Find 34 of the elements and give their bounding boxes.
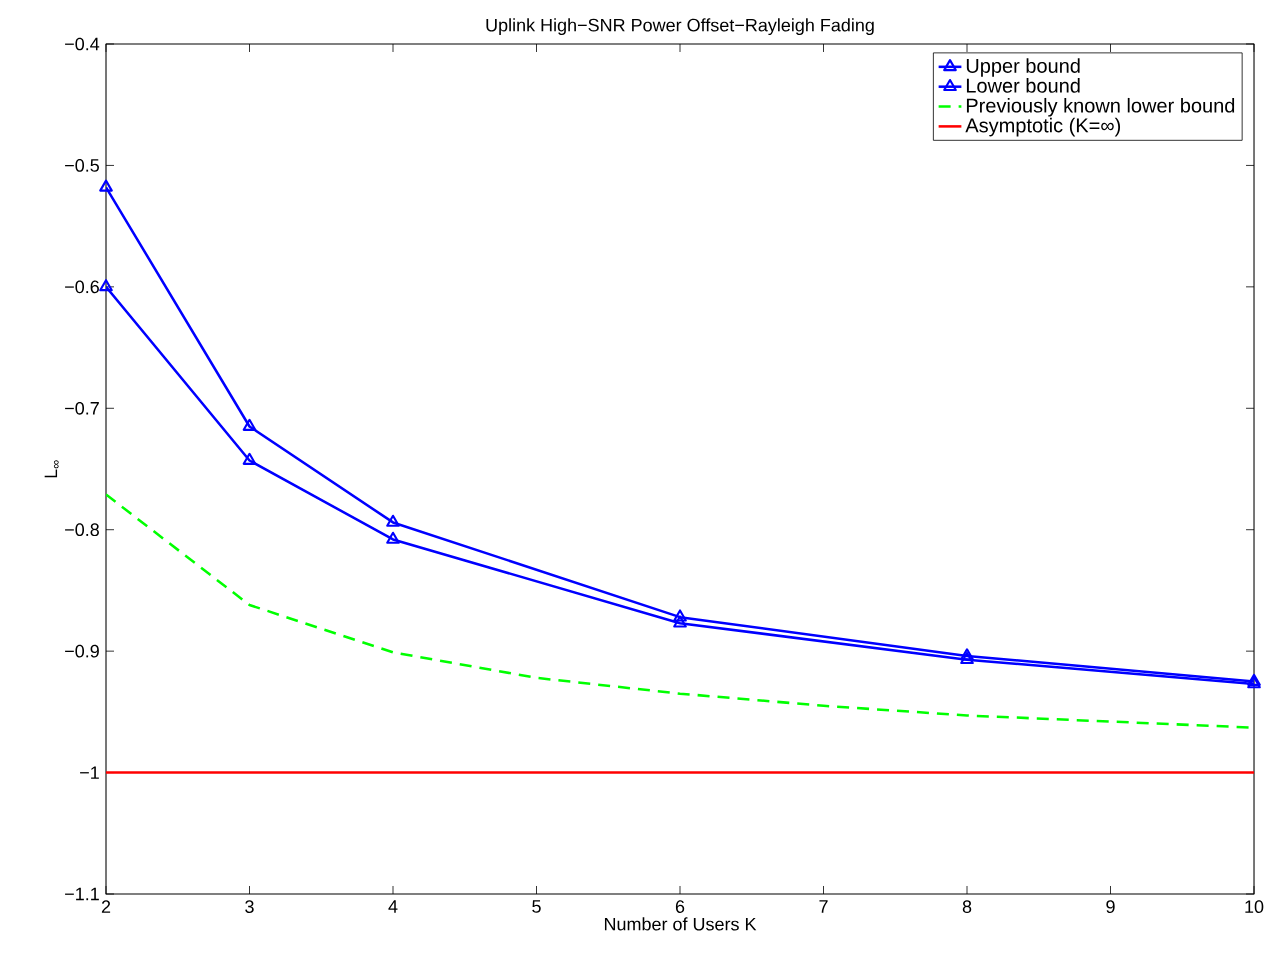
y-axis-title: L$_{∞}$ [44, 460, 59, 478]
y-tick-label: −0.9 [65, 644, 99, 658]
x-tick-label: 2 [101, 900, 111, 913]
point [386, 514, 400, 527]
x-tick-label: 8 [962, 900, 972, 913]
y-tick-label: −0.8 [65, 523, 99, 537]
point [242, 418, 257, 431]
x-tick-label: 3 [245, 900, 254, 913]
x-tick-label: 9 [1106, 900, 1115, 913]
y-tick-label: −1.1 [65, 887, 99, 901]
point [99, 279, 113, 292]
y-tick-label: −0.5 [65, 159, 99, 172]
y-tick-label: −0.7 [65, 401, 99, 415]
point [99, 179, 113, 192]
x-tick-label: 10 [1245, 900, 1264, 913]
chart-title: Uplink High−SNR Power Offset−Rayleigh Fading [486, 18, 874, 36]
point [673, 615, 687, 628]
y-tick-label: −0.4 [65, 37, 100, 51]
point [386, 531, 400, 544]
legend-label: Upper bound [966, 58, 1080, 77]
x-tick-label: 7 [819, 900, 828, 913]
y-tick-label: −0.6 [65, 280, 99, 294]
legend-label: Asymptotic (K=∞) [965, 117, 1121, 137]
point [960, 651, 974, 665]
x-tick-label: 6 [675, 900, 685, 913]
y-tick-label: −1 [80, 766, 99, 779]
point [242, 452, 257, 465]
legend-label: Previously known lower bound [966, 97, 1235, 117]
legend-label: Lower bound [966, 78, 1080, 93]
point [673, 609, 687, 622]
point [960, 648, 974, 661]
x-tick-label: 5 [532, 900, 541, 913]
x-tick-label: 4 [388, 900, 398, 913]
x-axis-title: Number of Users K [604, 917, 757, 931]
